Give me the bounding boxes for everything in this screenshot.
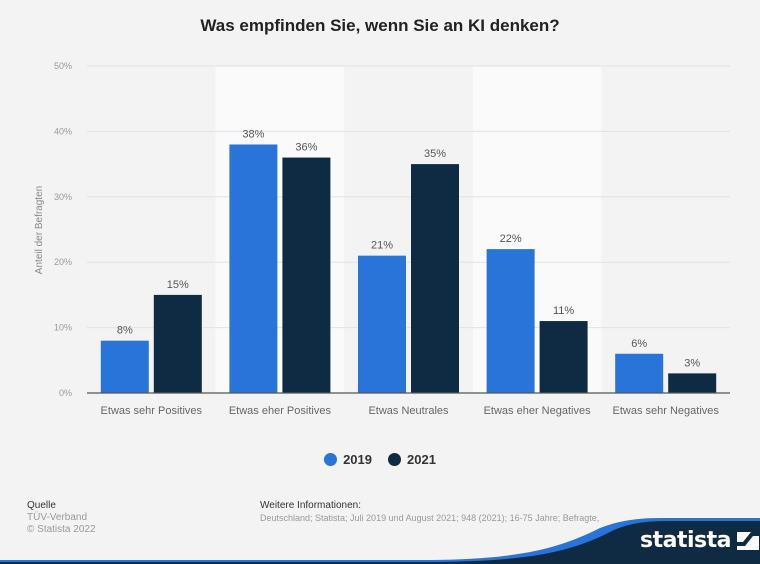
- info-block: Weitere Informationen: Deutschland; Stat…: [260, 500, 600, 524]
- data-label: 15%: [167, 279, 189, 291]
- bar-2019[interactable]: [486, 249, 535, 393]
- legend: 2019 2021: [0, 452, 760, 467]
- data-label: 8%: [117, 325, 133, 337]
- bar-2019[interactable]: [615, 353, 664, 393]
- y-tick-label: 30%: [54, 192, 72, 202]
- legend-dot-2021: [388, 453, 401, 466]
- y-tick-label: 0%: [59, 388, 72, 398]
- x-tick-label: Etwas eher Negatives: [484, 405, 591, 417]
- y-axis-label: Anteil der Befragten: [34, 186, 45, 274]
- bar-2021[interactable]: [153, 294, 202, 393]
- bar-2021[interactable]: [411, 164, 459, 393]
- legend-dot-2019: [324, 453, 338, 466]
- info-heading[interactable]: Weitere Informationen:: [260, 500, 361, 511]
- data-label: 38%: [242, 128, 264, 140]
- legend-label-2021: 2021: [407, 452, 436, 467]
- data-label: 6%: [631, 338, 647, 350]
- copyright: © Statista 2022: [27, 524, 96, 535]
- x-tick-label: Etwas sehr Positives: [101, 405, 203, 417]
- footer-wave: [0, 518, 760, 564]
- bar-2019[interactable]: [100, 340, 149, 393]
- x-tick-label: Etwas Neutrales: [368, 405, 449, 417]
- y-tick-label: 10%: [54, 323, 72, 333]
- info-text: Deutschland; Statista; Juli 2019 und Aug…: [260, 513, 600, 523]
- bar-2021[interactable]: [539, 321, 588, 393]
- data-label: 36%: [295, 142, 317, 154]
- bar-chart: 8% 15% 38% 36% 21% 35% 22% 11% 6% 3% Etwas sehr P…: [34, 61, 730, 417]
- bar-2019[interactable]: [358, 255, 406, 393]
- bar-2019[interactable]: [229, 144, 278, 393]
- y-tick-label: 40%: [54, 126, 72, 136]
- bar-2021[interactable]: [282, 157, 331, 393]
- data-label: 3%: [684, 357, 700, 369]
- brand-name: statista: [640, 528, 731, 553]
- data-label: 35%: [424, 148, 446, 160]
- statista-logo[interactable]: statista: [640, 528, 759, 553]
- legend-item-2021[interactable]: 2021: [388, 452, 436, 467]
- legend-item-2019[interactable]: 2019: [324, 452, 372, 467]
- data-label: 11%: [553, 305, 574, 317]
- legend-label-2019: 2019: [343, 452, 372, 467]
- x-tick-label: Etwas eher Positives: [229, 405, 332, 417]
- data-label: 22%: [500, 233, 522, 245]
- y-tick-label: 20%: [54, 257, 72, 267]
- chart-title: Was empfinden Sie, wenn Sie an KI denken…: [200, 16, 560, 35]
- bar-2021[interactable]: [668, 373, 717, 393]
- source-name[interactable]: TÜV-Verband: [27, 512, 88, 523]
- y-tick-label: 50%: [54, 61, 72, 71]
- x-tick-label: Etwas sehr Negatives: [613, 405, 720, 417]
- source-block: Quelle TÜV-Verband © Statista 2022: [27, 500, 96, 536]
- data-label: 21%: [371, 240, 393, 252]
- source-heading: Quelle: [27, 500, 56, 511]
- statista-logo-icon: [736, 531, 759, 550]
